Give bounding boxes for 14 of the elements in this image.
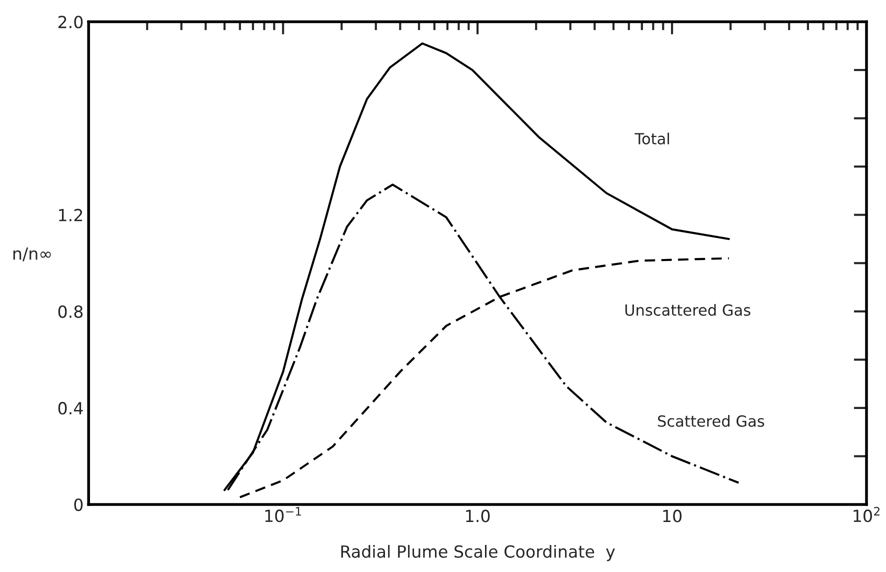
annotation: Total <box>634 132 669 144</box>
y-tick-label: 0.8 <box>58 305 83 318</box>
y-tick-label: 0 <box>74 498 83 512</box>
y-tick-label: 0.4 <box>58 402 83 415</box>
y-tick-label: 1.2 <box>59 208 82 222</box>
annotation: Scattered Gas <box>658 415 764 427</box>
x-tick-label: 10$^{−1}$ <box>265 507 301 522</box>
y-tick-label: 2.0 <box>58 16 83 28</box>
x-axis-title: Radial Plume Scale Coordinate y <box>341 544 615 562</box>
x-tick-label: 10$^{2}$ <box>854 506 880 522</box>
y-axis-title: n/n∞ <box>13 248 51 262</box>
x-tick-label: 10 <box>663 510 682 522</box>
x-tick-label: 1.0 <box>466 510 490 522</box>
annotation: Unscattered Gas <box>625 304 750 316</box>
